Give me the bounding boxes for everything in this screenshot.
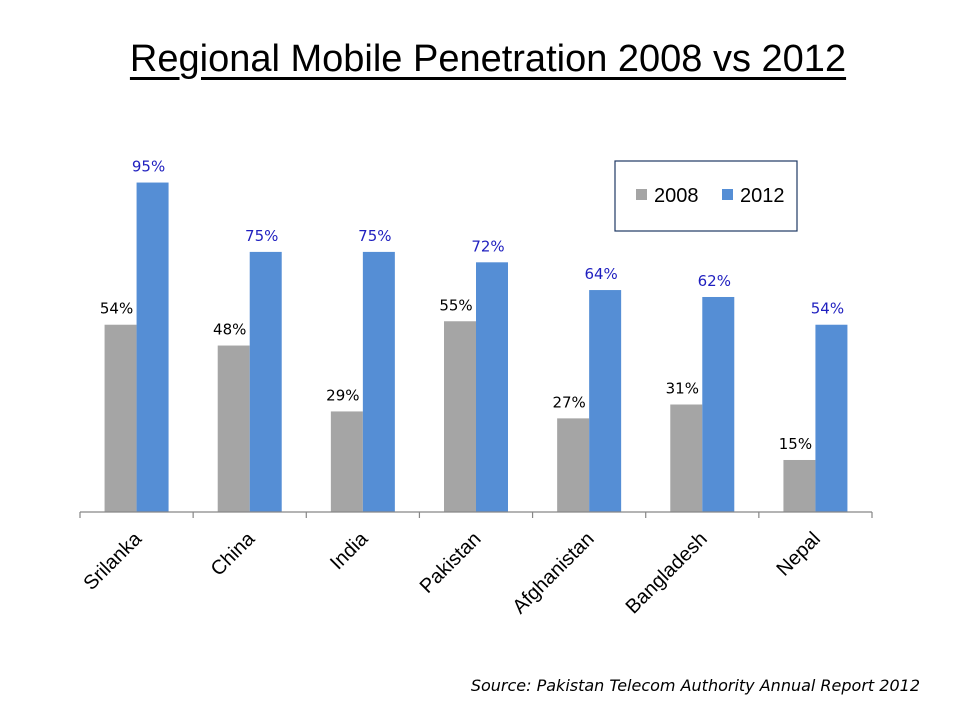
source-note: Source: Pakistan Telecom Authority Annua… (470, 676, 920, 695)
bar-2012-afghanistan (589, 290, 622, 512)
x-tick-label-bangladesh: Bangladesh (622, 528, 712, 618)
x-tick-label-pakistan: Pakistan (416, 528, 486, 598)
legend-label-2008: 2008 (654, 185, 699, 207)
data-label-2008-india: 29% (326, 386, 359, 404)
x-tick-label-nepal: Nepal (772, 528, 825, 581)
data-label-2008-afghanistan: 27% (552, 393, 585, 411)
bar-2008-pakistan (444, 321, 476, 512)
chart-title: Regional Mobile Penetration 2008 vs 2012 (129, 38, 847, 80)
legend-swatch-2008 (636, 189, 647, 200)
data-label-2012-nepal: 54% (811, 300, 844, 318)
x-tick-label-india: India (326, 527, 373, 574)
data-label-2012-china: 75% (245, 227, 278, 245)
x-tick-label-china: China (207, 527, 260, 580)
data-label-2012-india: 75% (358, 227, 391, 245)
data-label-2012-pakistan: 72% (471, 237, 504, 255)
x-tick-label-srilanka: Srilanka (79, 527, 146, 594)
bar-2008-afghanistan (557, 418, 590, 512)
bar-2008-nepal (783, 459, 816, 512)
bar-2008-china (217, 345, 250, 512)
data-label-2012-afghanistan: 64% (584, 265, 617, 283)
bar-2008-bangladesh (670, 404, 703, 512)
bar-2012-nepal (815, 324, 848, 512)
bar-2008-india (330, 411, 363, 512)
legend-label-2012: 2012 (740, 185, 785, 207)
legend: 2008 2012 (614, 160, 798, 232)
data-label-2008-china: 48% (213, 321, 246, 339)
bar-2012-india (362, 251, 395, 512)
data-label-2012-srilanka: 95% (132, 158, 165, 176)
bar-2008-srilanka (104, 324, 137, 512)
data-label-2012-bangladesh: 62% (698, 272, 731, 290)
bar-2012-china (249, 251, 282, 512)
data-label-2008-nepal: 15% (779, 435, 812, 453)
x-tick-label-afghanistan: Afghanistan (508, 528, 598, 618)
bar-2012-bangladesh (702, 296, 735, 512)
data-label-2008-bangladesh: 31% (666, 379, 699, 397)
bar-2012-srilanka (136, 182, 169, 512)
data-label-2008-srilanka: 54% (100, 300, 133, 318)
legend-swatch-2012 (722, 189, 733, 200)
bar-2012-pakistan (476, 262, 508, 512)
data-label-2008-pakistan: 55% (439, 296, 472, 314)
